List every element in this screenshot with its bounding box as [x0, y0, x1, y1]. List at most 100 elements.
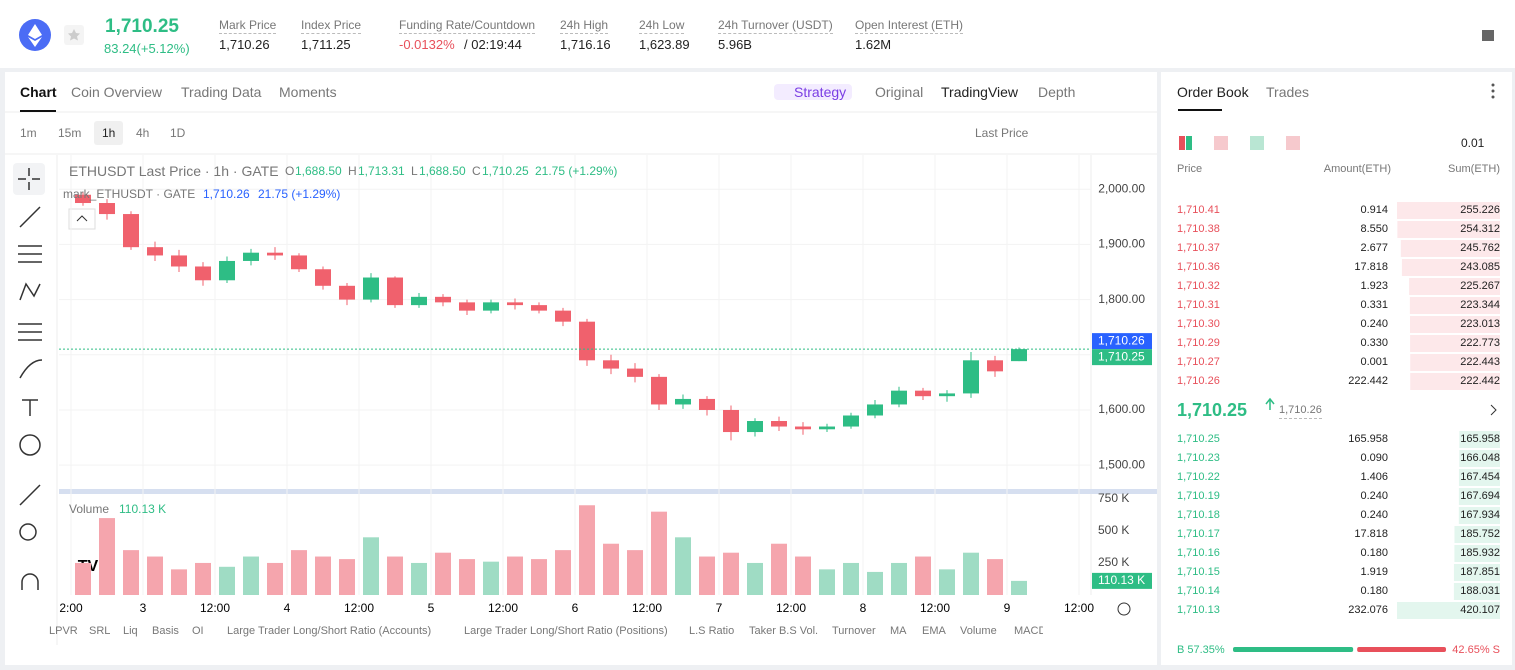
x-tick-label: 12:00: [1064, 601, 1094, 615]
view-tab[interactable]: TradingView: [941, 84, 1019, 100]
price-tag-label: 1,710.26: [1098, 333, 1145, 347]
stat-label: Mark Price: [219, 18, 277, 34]
indicator[interactable]: Liq: [123, 625, 138, 637]
indicator[interactable]: Turnover: [832, 625, 876, 637]
book-amount: 8.550: [1360, 223, 1388, 235]
icon[interactable]: [1482, 30, 1494, 41]
book-sum: 222.443: [1460, 356, 1500, 368]
price-change: 83.24(+5.12%): [104, 41, 190, 56]
book-amount: 0.331: [1360, 299, 1388, 311]
volume-bar: [987, 559, 1003, 595]
book-tab[interactable]: Order Book: [1177, 84, 1249, 100]
book-amount: 17.818: [1354, 261, 1388, 273]
indicator[interactable]: Volume: [960, 625, 997, 637]
eth-icon: [28, 24, 42, 47]
book-sum: 255.226: [1460, 204, 1500, 216]
collapse-button[interactable]: [68, 208, 96, 230]
book-price: 1,710.14: [1177, 585, 1220, 597]
menu-icon: [1491, 89, 1495, 93]
candle-body: [579, 321, 595, 361]
stat-value: 1,710.26: [219, 37, 270, 52]
indicator[interactable]: Basis: [152, 625, 179, 637]
indicator[interactable]: MA: [890, 625, 907, 637]
settings-icon[interactable]: [1117, 602, 1131, 616]
indicator[interactable]: Taker B.S Vol.: [749, 625, 819, 637]
volume-bar: [171, 569, 187, 595]
interval[interactable]: 1m: [20, 126, 37, 140]
indicator[interactable]: MACD: [1014, 625, 1043, 637]
indicator[interactable]: Large Trader Long/Short Ratio (Positions…: [464, 625, 668, 637]
book-amount: 0.914: [1360, 204, 1388, 216]
volume-bar: [675, 537, 691, 595]
candle-body: [363, 277, 379, 300]
chart-legend: 21.75 (+1.29%): [535, 164, 618, 178]
volume-bar: [891, 562, 907, 595]
interval[interactable]: 4h: [136, 126, 150, 140]
view-tab[interactable]: Strategy: [774, 84, 853, 100]
drawing-tools[interactable]: [18, 168, 43, 590]
chart-legend: 1,688.50: [295, 164, 342, 178]
y-tick-label: 1,600.00: [1098, 402, 1145, 416]
interval[interactable]: 1D: [170, 126, 186, 140]
book-layout-icons[interactable]: [1179, 136, 1300, 150]
tool-active[interactable]: [13, 163, 45, 195]
book-tab[interactable]: Trades: [1266, 84, 1310, 100]
candle-body: [867, 404, 883, 416]
chart-tab[interactable]: Chart: [20, 84, 57, 100]
book-price: 1,710.19: [1177, 490, 1220, 502]
x-tick-label: 2:00: [59, 601, 83, 615]
stat-value: 1,716.16: [560, 37, 611, 52]
chart-tab[interactable]: Trading Data: [181, 84, 262, 100]
book-amount: 222.442: [1348, 375, 1388, 387]
volume-legend-value: 110.13 K: [119, 502, 167, 516]
view-tab[interactable]: Original: [875, 84, 924, 100]
volume-bar: [267, 562, 283, 595]
book-amount: 0.001: [1360, 356, 1388, 368]
interval[interactable]: 1h: [94, 121, 124, 145]
book-sum: 223.344: [1460, 299, 1500, 311]
indicator[interactable]: Large Trader Long/Short Ratio (Accounts): [227, 625, 432, 637]
book-amount: 2.677: [1360, 242, 1388, 254]
indicator[interactable]: LPVR: [49, 625, 78, 637]
book-amount: 0.240: [1360, 490, 1388, 502]
volume-tag: [1092, 572, 1152, 589]
candle-body: [171, 255, 187, 267]
indicator[interactable]: OI: [192, 625, 204, 637]
x-tick-label: 12:00: [488, 601, 518, 615]
view-tab[interactable]: Depth: [1038, 84, 1076, 100]
candle-body: [987, 360, 1003, 372]
indicator[interactable]: EMA: [922, 625, 946, 637]
chart-tab[interactable]: Moments: [279, 84, 337, 100]
volume-bar: [219, 566, 235, 595]
book-last-price: 1,710.25: [1177, 400, 1248, 420]
book-price: 1,710.30: [1177, 318, 1220, 330]
volume-bar: [1011, 580, 1027, 595]
depth-bar: [1453, 564, 1500, 581]
interval[interactable]: 15m: [58, 126, 82, 140]
header: [0, 0, 1515, 68]
stat-label: Open Interest (ETH): [855, 18, 964, 34]
candle-body: [531, 305, 547, 311]
book-amount: 0.330: [1360, 337, 1388, 349]
x-tick-label: 4: [284, 601, 291, 615]
precision[interactable]: 0.01: [1461, 136, 1485, 150]
volume-bar: [147, 556, 163, 595]
book-sum: 222.773: [1460, 337, 1500, 349]
volume-bar: [603, 543, 619, 595]
depth-bar: [1458, 488, 1500, 505]
volume-bar: [99, 518, 115, 595]
depth-bar: [1397, 221, 1500, 238]
volume-bar: [123, 550, 139, 595]
chart-tab[interactable]: Coin Overview: [71, 84, 163, 100]
y-tick-label: 1,900.00: [1098, 237, 1145, 251]
book-price: 1,710.17: [1177, 528, 1220, 540]
candle-body: [219, 260, 235, 281]
column-header: Amount(ETH): [1323, 163, 1391, 175]
price-source[interactable]: Last Price: [975, 126, 1029, 140]
indicator[interactable]: L.S Ratio: [689, 625, 735, 637]
x-tick-label: 3: [140, 601, 147, 615]
indicator[interactable]: SRL: [89, 625, 111, 637]
menu-icon[interactable]: [1491, 83, 1495, 87]
candle-body: [603, 360, 619, 369]
candle-body: [675, 398, 691, 405]
